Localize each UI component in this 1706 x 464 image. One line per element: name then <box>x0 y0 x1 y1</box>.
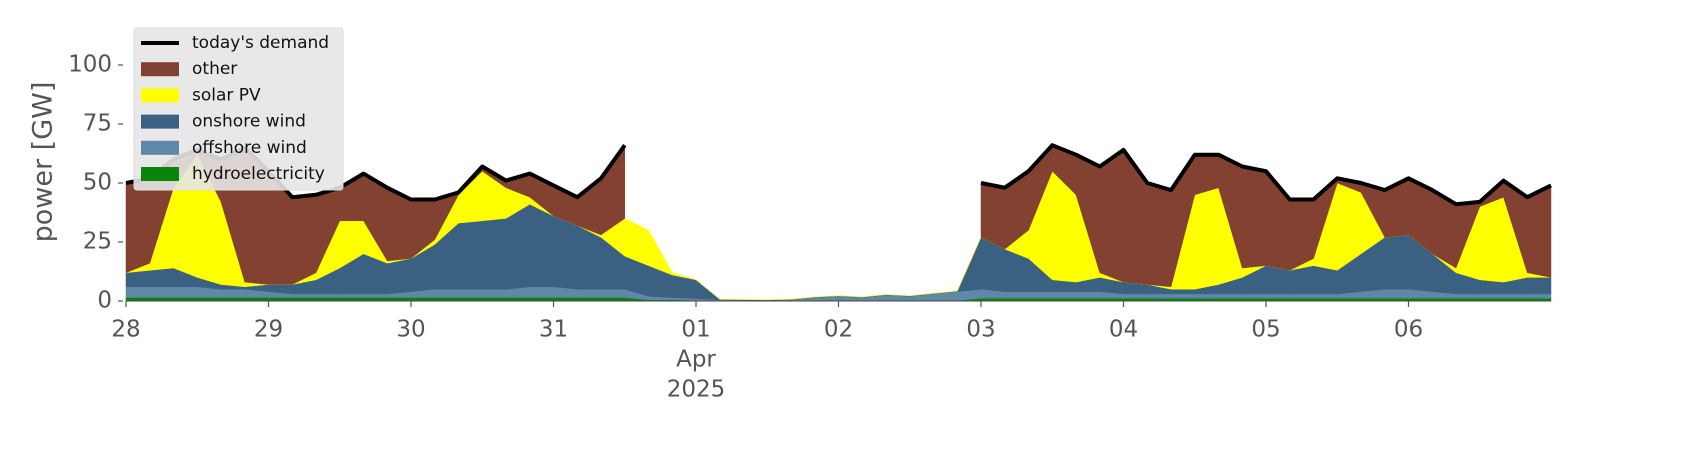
demand-line <box>980 143 1552 207</box>
legend-label: onshore wind <box>192 112 306 132</box>
legend-label: solar PV <box>192 85 261 105</box>
y-tick-label: 100 <box>68 51 112 77</box>
legend-swatch <box>141 62 179 77</box>
x-tick-label: 01 <box>681 317 710 343</box>
y-tick-label: 0 <box>97 288 112 314</box>
x-tick-label: 06 <box>1394 317 1423 343</box>
y-tick-label: 50 <box>83 169 112 195</box>
legend-box <box>133 27 344 191</box>
legend-label: hydroelectricity <box>192 164 325 184</box>
x-tick-label: 04 <box>1109 317 1138 343</box>
x-date-label: Apr <box>676 347 716 373</box>
y-axis-label: power [GW] <box>28 82 59 243</box>
legend-label: today's demand <box>192 33 329 53</box>
x-tick-label: 05 <box>1251 317 1280 343</box>
legend-swatch <box>141 140 179 155</box>
legend-label: other <box>192 59 237 79</box>
legend-swatch <box>141 88 179 103</box>
x-tick-label: 02 <box>824 317 853 343</box>
y-tick-label: 25 <box>83 228 112 254</box>
x-tick-label: 30 <box>396 317 425 343</box>
legend: today's demand other solar PV onshore wind o… <box>133 27 344 191</box>
x-tick-label: 03 <box>966 317 995 343</box>
legend-swatch <box>141 167 179 181</box>
x-tick-label: 29 <box>254 317 283 343</box>
legend-label: offshore wind <box>192 138 307 158</box>
x-tick-label: 28 <box>111 317 140 343</box>
x-tick-label: 31 <box>539 317 568 343</box>
y-tick-label: 75 <box>83 110 112 136</box>
x-date-label: 2025 <box>667 377 726 403</box>
legend-swatch <box>141 114 179 129</box>
